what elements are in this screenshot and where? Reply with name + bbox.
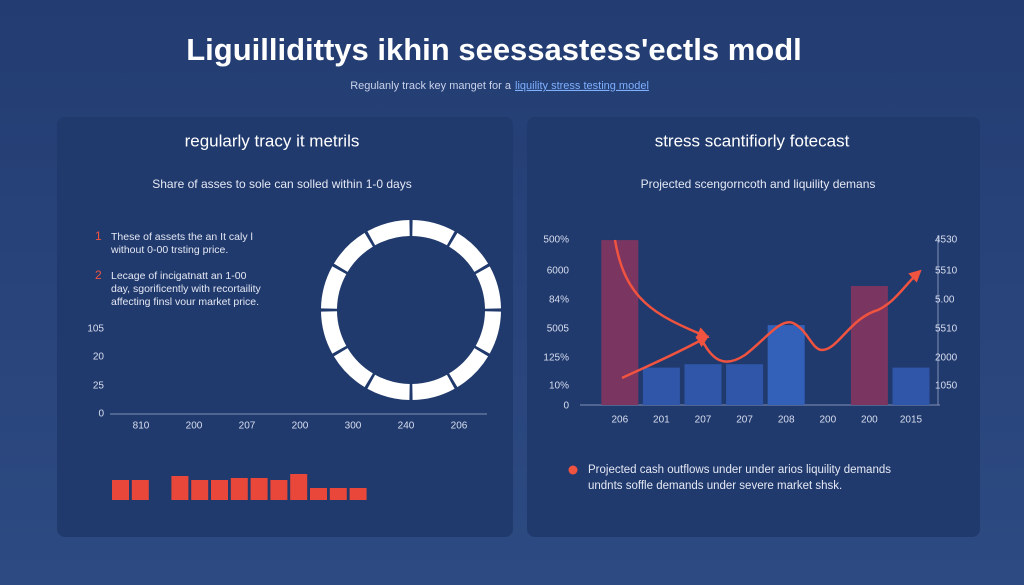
ring-segment xyxy=(333,232,373,272)
note-text: day, sgorificently with recortaility xyxy=(111,283,262,295)
x-tick-label: 208 xyxy=(778,415,795,426)
ring xyxy=(321,220,501,400)
ring-segment xyxy=(475,311,501,354)
y2-tick-label: 1050 xyxy=(935,381,958,392)
note-number: 1 xyxy=(95,229,102,243)
ring-segment xyxy=(475,266,501,309)
note-text: Lecage of incigatnatt an 1-00 xyxy=(111,270,247,282)
note-number: 2 xyxy=(95,268,102,282)
y-tick-label: 105 xyxy=(87,324,104,335)
x-tick-label: 201 xyxy=(653,415,670,426)
right-panel-title: stress scantifiorly fotecast xyxy=(655,131,850,150)
bar xyxy=(191,480,209,500)
bar xyxy=(310,488,327,500)
y-tick-label: 0 xyxy=(563,401,569,412)
page-title: Liguillidittys ikhin seessastess'ectls m… xyxy=(186,32,802,67)
x-tick-label: 206 xyxy=(611,415,628,426)
bar xyxy=(211,480,228,500)
note-text: affecting finsl vour market price. xyxy=(111,296,259,308)
x-tick-label: 200 xyxy=(819,415,836,426)
ring-segment xyxy=(367,220,410,246)
y-tick-label: 6000 xyxy=(547,266,570,277)
x-tick-label: 300 xyxy=(345,421,362,432)
legend-swatch xyxy=(568,465,578,475)
y-tick-label: 25 xyxy=(93,381,105,392)
trend-arrow xyxy=(613,239,710,339)
x-tick-label: 810 xyxy=(133,421,150,432)
bar xyxy=(642,367,680,405)
trend-arrow xyxy=(621,335,710,380)
bar xyxy=(850,286,888,405)
trend-line xyxy=(698,269,922,363)
y-tick-label: 84% xyxy=(549,295,569,306)
bar xyxy=(684,364,722,405)
right-panel xyxy=(527,117,980,537)
x-tick-label: 200 xyxy=(292,421,309,432)
note-text: These of assets the an It caly l xyxy=(111,231,253,243)
x-tick-label: 206 xyxy=(451,421,468,432)
x-tick-label: 207 xyxy=(736,415,753,426)
bar xyxy=(230,478,248,500)
bar xyxy=(601,240,639,405)
right-panel-subtitle: Projected scengorncoth and liquility dem… xyxy=(641,177,876,191)
bar xyxy=(171,476,189,500)
bar xyxy=(270,480,288,500)
left-panel-title: regularly tracy it metrils xyxy=(185,131,360,150)
ring-segment xyxy=(321,266,347,309)
x-tick-label: 207 xyxy=(695,415,712,426)
ring-segment xyxy=(321,311,347,354)
x-tick-label: 2015 xyxy=(900,415,923,426)
y-tick-label: 0 xyxy=(98,409,104,420)
left-panel-subtitle: Share of asses to sole can solled within… xyxy=(152,177,411,191)
ring-segment xyxy=(449,232,489,272)
ring-segment xyxy=(333,348,373,388)
bar xyxy=(329,488,347,500)
page-subtitle: Regulanly track key manget for a xyxy=(350,80,512,92)
x-tick-label: 240 xyxy=(398,421,415,432)
bar xyxy=(131,480,149,500)
y-tick-label: 5005 xyxy=(547,324,570,335)
y2-tick-label: 5.00 xyxy=(935,295,955,306)
bar xyxy=(892,367,930,405)
bar xyxy=(349,488,367,500)
bar xyxy=(290,474,308,500)
ring-segment xyxy=(412,374,455,400)
ring-segment xyxy=(449,348,489,388)
x-tick-label: 207 xyxy=(239,421,256,432)
legend-text: Projected cash outflows under under ario… xyxy=(588,464,891,476)
note-text: without 0-00 trsting price. xyxy=(110,244,228,256)
y2-tick-label: 5510 xyxy=(935,324,958,335)
bar xyxy=(112,480,129,500)
x-tick-label: 200 xyxy=(186,421,203,432)
bar xyxy=(250,478,268,500)
legend-text: undnts soffle demands under severe marke… xyxy=(588,480,842,492)
x-tick-label: 200 xyxy=(861,415,878,426)
ring-segment xyxy=(367,374,410,400)
y2-tick-label: 4530 xyxy=(935,235,958,246)
bar xyxy=(767,325,805,405)
subtitle-link[interactable]: liquility stress testing model xyxy=(515,80,649,92)
y-tick-label: 125% xyxy=(543,353,569,364)
ring-segment xyxy=(412,220,455,246)
y-tick-label: 10% xyxy=(549,381,569,392)
y2-tick-label: 2000 xyxy=(935,353,958,364)
y-tick-label: 20 xyxy=(93,352,105,363)
y2-tick-label: 5510 xyxy=(935,266,958,277)
y-tick-label: 500% xyxy=(543,235,569,246)
bar xyxy=(726,364,764,405)
